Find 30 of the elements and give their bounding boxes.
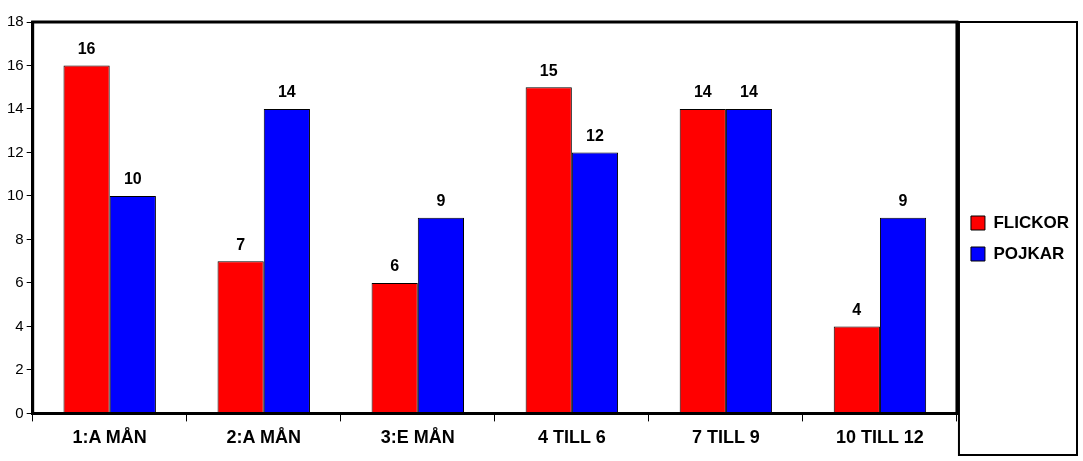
- legend-label: POJKAR: [993, 243, 1065, 263]
- x-tick-label: 4 TILL 6: [538, 427, 606, 448]
- legend-label: FLICKOR: [993, 212, 1069, 232]
- y-tick-label: 18: [7, 12, 24, 30]
- x-tick-label: 10 TILL 12: [836, 427, 924, 448]
- y-tick-label: 16: [7, 55, 24, 73]
- data-label: 10: [123, 170, 142, 188]
- data-label: 4: [852, 300, 862, 318]
- x-tick-label: 3:E MÅN: [380, 427, 455, 448]
- data-label: 7: [236, 235, 246, 253]
- data-label: 14: [740, 83, 758, 101]
- data-label: 12: [586, 126, 604, 144]
- y-tick-label: 14: [7, 99, 24, 117]
- y-tick-label: 8: [15, 229, 24, 247]
- data-label: 6: [390, 257, 400, 275]
- data-label: 16: [77, 39, 96, 57]
- x-tick-label: 1:A MÅN: [72, 427, 147, 448]
- data-label: 14: [277, 83, 296, 101]
- data-label: 15: [539, 61, 558, 79]
- y-tick-label: 0: [15, 403, 24, 421]
- data-label: 14: [693, 83, 712, 101]
- y-tick-label: 6: [15, 273, 24, 291]
- y-tick-label: 2: [15, 360, 24, 378]
- x-tick-label: 7 TILL 9: [692, 427, 760, 448]
- data-label: 9: [436, 192, 446, 210]
- y-tick-label: 4: [15, 316, 24, 334]
- y-tick-label: 12: [7, 142, 24, 160]
- x-tick-label: 2:A MÅN: [226, 427, 301, 448]
- data-label: 9: [898, 192, 908, 210]
- y-tick-label: 10: [7, 186, 24, 204]
